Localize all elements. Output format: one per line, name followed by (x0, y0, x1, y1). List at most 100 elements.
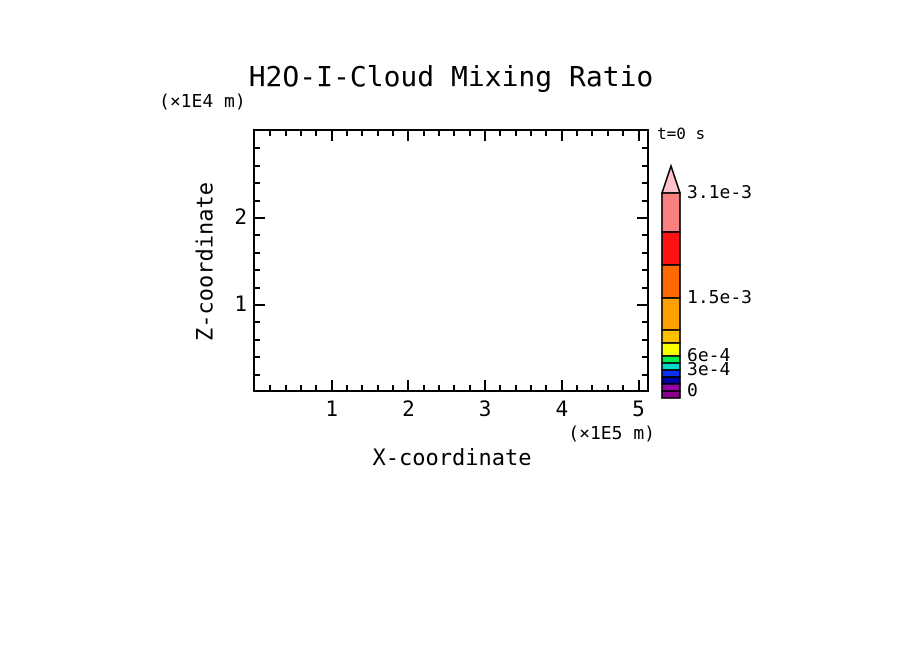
colorbar-value-label: 3e-4 (687, 359, 731, 380)
colorbar-segment-4 (661, 329, 681, 344)
x-axis-tick (346, 385, 349, 390)
x-axis-tick (530, 131, 533, 136)
y-axis-tick (255, 147, 260, 150)
y-axis-tick (642, 251, 647, 254)
colorbar-segment-3 (661, 297, 681, 331)
y-axis-tick (642, 234, 647, 237)
x-axis-tick (453, 385, 456, 390)
x-axis-tick (346, 131, 349, 136)
x-axis-tick-label: 4 (555, 397, 569, 421)
plot-area (253, 129, 649, 392)
x-axis-tick (545, 131, 548, 136)
x-axis-tick (591, 131, 594, 136)
x-axis-tick (530, 385, 533, 390)
x-axis-tick (622, 131, 625, 136)
y-axis-unit-label: (×1E4 m) (159, 91, 246, 112)
x-axis-tick (361, 131, 364, 136)
y-axis-tick (255, 269, 260, 272)
x-axis-tick (284, 385, 287, 390)
colorbar-segment-11 (661, 390, 681, 399)
y-axis-tick (642, 338, 647, 341)
y-axis-tick (642, 356, 647, 359)
x-axis-tick (422, 385, 425, 390)
x-axis-tick (484, 380, 487, 390)
x-axis-tick-label: 2 (402, 397, 415, 421)
colorbar-segment-2 (661, 264, 681, 299)
y-axis-tick (255, 321, 260, 324)
x-axis-tick (637, 131, 640, 141)
x-axis-tick (315, 131, 318, 136)
x-axis-tick-label: 1 (325, 397, 339, 421)
x-axis-tick (576, 385, 579, 390)
y-axis-tick (255, 251, 260, 254)
colorbar-segment-1 (661, 231, 681, 266)
x-axis-tick (361, 385, 364, 390)
colorbar-segment-5 (661, 342, 681, 357)
x-axis-tick (560, 131, 563, 141)
y-axis-tick (255, 338, 260, 341)
y-axis-tick (255, 182, 260, 185)
colorbar-segments (661, 192, 681, 399)
y-axis-tick (255, 234, 260, 237)
y-axis-tick (255, 373, 260, 376)
y-axis-tick (642, 269, 647, 272)
colorbar (660, 163, 682, 399)
y-axis-tick (642, 373, 647, 376)
x-axis-tick (637, 380, 640, 390)
colorbar-over-range-triangle (660, 163, 682, 194)
colorbar-value-label: 0 (687, 380, 698, 401)
y-axis-tick-label: 1 (234, 292, 247, 316)
x-axis-tick (407, 131, 410, 141)
colorbar-segment-10 (661, 383, 681, 392)
x-axis-tick (622, 385, 625, 390)
x-axis-tick (376, 131, 379, 136)
x-axis-tick (484, 131, 487, 141)
colorbar-value-label: 6e-4 (687, 345, 731, 366)
y-axis-tick (642, 321, 647, 324)
y-axis-tick (642, 164, 647, 167)
x-axis-tick (499, 131, 502, 136)
y-axis-tick (255, 217, 265, 219)
chart-title: H2O-I-Cloud Mixing Ratio (248, 60, 654, 93)
y-axis-tick (255, 304, 265, 306)
x-axis-label: X-coordinate (372, 446, 532, 471)
x-axis-tick (315, 385, 318, 390)
x-axis-tick (330, 380, 333, 390)
x-axis-tick (284, 131, 287, 136)
colorbar-segment-0 (661, 192, 681, 233)
x-axis-tick (560, 380, 563, 390)
x-axis-unit-label: (×1E5 m) (568, 423, 655, 444)
x-axis-tick (453, 131, 456, 136)
x-axis-tick (300, 131, 303, 136)
x-axis-tick (392, 131, 395, 136)
colorbar-segment-9 (661, 376, 681, 385)
x-axis-tick (269, 385, 272, 390)
x-axis-tick (606, 385, 609, 390)
x-axis-tick (606, 131, 609, 136)
time-annotation: t=0 s (657, 124, 706, 143)
x-axis-tick (269, 131, 272, 136)
y-axis-tick (255, 356, 260, 359)
x-axis-tick (438, 385, 441, 390)
colorbar-segment-7 (661, 362, 681, 371)
y-axis-tick (637, 217, 647, 219)
colorbar-value-label: 3.1e-3 (687, 182, 753, 203)
x-axis-tick (514, 385, 517, 390)
x-axis-tick (407, 380, 410, 390)
x-axis-tick (468, 131, 471, 136)
x-axis-tick-label: 5 (632, 397, 645, 421)
x-axis-tick (392, 385, 395, 390)
x-axis-tick (330, 131, 333, 141)
x-axis-tick (545, 385, 548, 390)
x-axis-tick (468, 385, 471, 390)
x-axis-tick (376, 385, 379, 390)
x-axis-tick (576, 131, 579, 136)
y-axis-tick (642, 286, 647, 289)
colorbar-segment-6 (661, 355, 681, 364)
y-axis-label: Z-coordinate (193, 182, 219, 341)
y-axis-tick (255, 199, 260, 202)
y-axis-tick (642, 182, 647, 185)
x-axis-tick (422, 131, 425, 136)
x-axis-tick (591, 385, 594, 390)
y-axis-tick (255, 164, 260, 167)
